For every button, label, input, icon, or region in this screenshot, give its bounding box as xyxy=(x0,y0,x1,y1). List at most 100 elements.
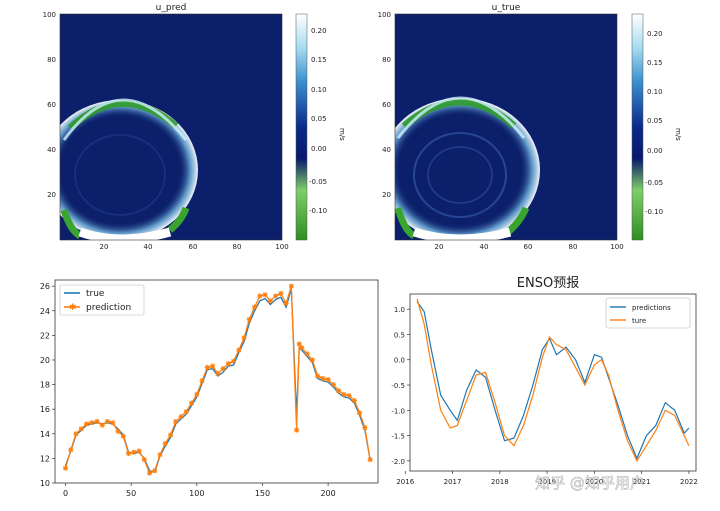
data-point-marker xyxy=(136,448,142,454)
data-point-marker xyxy=(162,441,168,447)
data-point-marker xyxy=(131,449,137,455)
heatmap-title: u_true xyxy=(492,3,521,13)
data-point-marker xyxy=(63,465,69,471)
colorbar-tick: 0.00 xyxy=(647,147,663,155)
data-point-marker xyxy=(236,347,242,353)
data-point-marker xyxy=(299,345,305,351)
data-point-marker xyxy=(267,298,273,304)
x-tick-label: 100 xyxy=(610,243,623,251)
heatmap-u-true: u_true 20 40 60 80 100 20 40 60 80 100 xyxy=(378,3,682,251)
colorbar-tick: -0.10 xyxy=(309,207,327,215)
y-tick-label: 60 xyxy=(382,101,391,109)
data-point-marker xyxy=(220,366,226,372)
legend-label-predictions: predictions xyxy=(632,304,671,312)
legend: true ✱ prediction xyxy=(59,284,145,316)
data-point-marker xyxy=(141,457,147,463)
data-point-marker xyxy=(241,335,247,341)
y-tick-label: 22 xyxy=(40,331,50,340)
line-chart-enso: ENSO预报 2016 2017 2018 2019 2020 2021 2022 1.0 0.… xyxy=(391,276,697,492)
line-chart-true-prediction: 0 50 100 150 200 10 12 14 16 18 20 22 24 26 true ✱ pr… xyxy=(40,279,379,498)
x-tick-label: 20 xyxy=(435,243,444,251)
data-point-marker xyxy=(336,388,342,394)
colorbar: 0.20 0.15 0.10 0.05 0.00 -0.05 -0.10 m/s xyxy=(631,13,682,241)
heatmap-u-pred: u_pred 20 40 60 80 100 20 40 60 80 100 xyxy=(43,3,346,251)
data-point-marker xyxy=(120,433,126,439)
x-tick-label: 100 xyxy=(275,243,288,251)
y-tick-label: 40 xyxy=(382,146,391,154)
data-point-marker xyxy=(231,358,237,364)
x-tick-label: 80 xyxy=(233,243,242,251)
watermark: 知乎 @知乎用户 xyxy=(535,474,645,492)
data-point-marker xyxy=(362,425,368,431)
y-tick-label: 20 xyxy=(40,356,50,365)
data-point-marker xyxy=(78,426,84,432)
x-tick-label: 40 xyxy=(144,243,153,251)
y-tick-label: 40 xyxy=(47,146,56,154)
data-point-marker xyxy=(315,373,321,379)
x-tick-label: 60 xyxy=(524,243,533,251)
y-ticks: 20 40 60 80 100 xyxy=(378,11,391,199)
legend-label-true: true xyxy=(86,289,105,299)
wave-pattern xyxy=(60,98,198,240)
colorbar-label: m/s xyxy=(338,128,346,141)
colorbar-tick: 0.10 xyxy=(311,86,327,94)
colorbar-tick: 0.15 xyxy=(311,56,327,64)
x-tick-label: 40 xyxy=(480,243,489,251)
data-point-marker xyxy=(68,447,74,453)
data-point-marker xyxy=(262,292,268,298)
data-point-marker xyxy=(246,316,252,322)
x-tick-label: 2019 xyxy=(538,478,556,486)
data-point-marker xyxy=(330,382,336,388)
x-tick-label: 50 xyxy=(126,489,136,498)
data-point-marker xyxy=(252,304,258,310)
y-tick-label: 80 xyxy=(47,56,56,64)
legend-label-prediction: prediction xyxy=(86,303,131,313)
data-point-marker xyxy=(178,414,184,420)
data-point-marker xyxy=(152,468,158,474)
data-point-marker xyxy=(168,432,174,438)
axis-ticks: 2016 2017 2018 2019 2020 2021 2022 1.0 0.5 0.0 -0.… xyxy=(391,306,697,486)
star-marker-icon: ✱ xyxy=(69,303,77,313)
y-ticks: 20 40 60 80 100 xyxy=(43,11,56,199)
y-tick-label: 14 xyxy=(40,430,50,439)
data-point-marker xyxy=(147,470,153,476)
colorbar-tick: 0.15 xyxy=(647,59,663,67)
colorbar-tick: 0.05 xyxy=(647,117,663,125)
y-tick-label: 20 xyxy=(47,191,56,199)
colorbar-label: m/s xyxy=(674,128,682,141)
y-tick-label: 60 xyxy=(47,101,56,109)
y-tick-label: 24 xyxy=(40,307,50,316)
data-point-marker xyxy=(367,457,373,463)
y-tick-label: 26 xyxy=(40,282,50,291)
data-point-marker xyxy=(183,409,189,415)
heatmap-title: u_pred xyxy=(156,3,187,13)
data-point-marker xyxy=(204,364,210,370)
data-point-marker xyxy=(351,398,357,404)
colorbar-tick: -0.10 xyxy=(645,208,663,216)
series-line-true xyxy=(64,288,371,473)
y-tick-label: 80 xyxy=(382,56,391,64)
x-tick-label: 2017 xyxy=(444,478,462,486)
series-lines xyxy=(63,283,373,476)
x-tick-label: 60 xyxy=(189,243,198,251)
data-point-marker xyxy=(115,428,121,434)
data-point-marker xyxy=(304,351,310,357)
y-tick-label: -2.0 xyxy=(391,458,405,466)
series-line-ture xyxy=(416,298,690,463)
chart-title: ENSO预报 xyxy=(517,276,579,291)
data-point-marker xyxy=(320,375,326,381)
data-point-marker xyxy=(294,427,300,433)
colorbar-tick: -0.05 xyxy=(645,179,663,187)
colorbar-tick: -0.05 xyxy=(309,178,327,186)
x-tick-label: 80 xyxy=(569,243,578,251)
data-point-marker xyxy=(126,450,132,456)
x-tick-label: 100 xyxy=(189,489,204,498)
data-point-marker xyxy=(278,291,284,297)
data-point-marker xyxy=(257,293,263,299)
data-point-marker xyxy=(225,361,231,367)
data-point-marker xyxy=(288,283,294,289)
colorbar-tick: 0.20 xyxy=(311,27,327,35)
data-point-marker xyxy=(346,393,352,399)
x-tick-label: 2021 xyxy=(633,478,651,486)
